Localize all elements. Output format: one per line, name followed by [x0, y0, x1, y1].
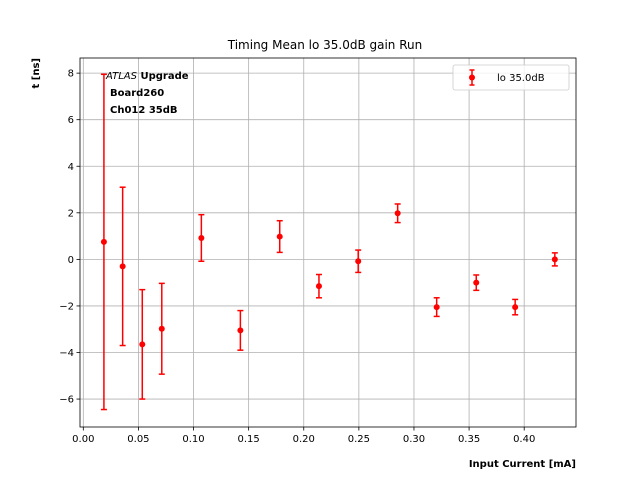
- data-point: [158, 325, 165, 332]
- x-tick-label: 0.40: [513, 434, 535, 445]
- data-point: [473, 279, 480, 286]
- y-axis-ticks: −6 −4 −2 0 2 4 6 8: [59, 69, 80, 406]
- legend-marker: [469, 74, 475, 81]
- x-tick-label: 0.05: [127, 434, 149, 445]
- x-tick-label: 0.35: [458, 434, 480, 445]
- y-tick-label: 8: [68, 69, 74, 80]
- y-axis-label: t [ns]: [31, 58, 42, 88]
- y-tick-label: −2: [59, 301, 74, 312]
- x-tick-label: 0.30: [403, 434, 425, 445]
- legend: lo 35.0dB: [452, 64, 570, 91]
- y-tick-label: −4: [59, 348, 74, 359]
- board-label: Board260: [110, 88, 164, 99]
- data-point: [315, 283, 322, 290]
- data-point: [100, 238, 107, 245]
- y-tick-label: −6: [59, 395, 74, 406]
- x-axis-ticks: 0.00 0.05 0.10 0.15 0.20 0.25 0.30 0.35 0.40: [72, 427, 535, 445]
- data-point: [139, 341, 146, 348]
- y-tick-label: 0: [68, 255, 74, 266]
- data-point: [198, 234, 205, 241]
- y-tick-label: 6: [68, 115, 74, 126]
- atlas-experiment-text: ATLAS: [105, 71, 138, 82]
- legend-label: lo 35.0dB: [497, 73, 545, 84]
- atlas-tag-text: Upgrade: [140, 71, 188, 82]
- atlas-label: ATLAS Upgrade: [105, 71, 189, 82]
- data-point: [551, 256, 558, 263]
- legend-box: [452, 64, 570, 91]
- y-tick-label: 4: [68, 162, 74, 173]
- chart-title: Timing Mean lo 35.0dB gain Run: [227, 38, 422, 52]
- data-point: [119, 263, 126, 270]
- x-tick-label: 0.10: [182, 434, 204, 445]
- y-tick-label: 2: [68, 208, 74, 219]
- data-series: [100, 73, 558, 411]
- x-tick-label: 0.00: [72, 434, 94, 445]
- data-point: [276, 233, 283, 240]
- atlas-annotation: ATLAS Upgrade Board260 Ch012 35dB: [105, 71, 189, 116]
- x-axis-label: Input Current [mA]: [469, 459, 576, 470]
- data-point: [433, 304, 440, 311]
- data-point: [355, 258, 362, 265]
- data-point: [512, 304, 519, 311]
- plot-frame: [79, 57, 577, 428]
- data-point: [237, 327, 244, 334]
- x-tick-label: 0.25: [348, 434, 370, 445]
- x-tick-label: 0.15: [238, 434, 260, 445]
- x-tick-label: 0.20: [293, 434, 315, 445]
- data-point: [394, 210, 401, 217]
- grid: [80, 58, 576, 427]
- channel-label: Ch012 35dB: [110, 105, 178, 116]
